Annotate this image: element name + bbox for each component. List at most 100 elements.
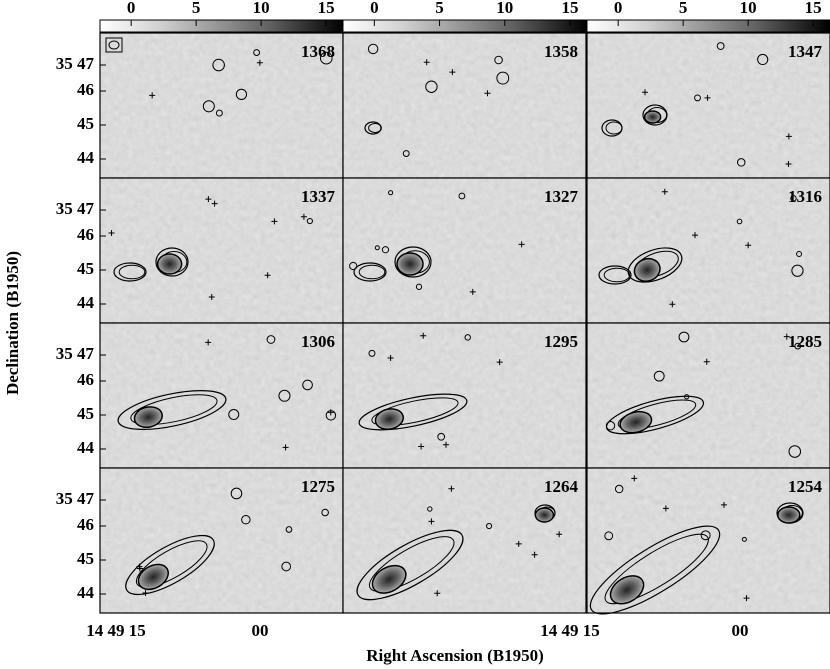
- contour: [494, 55, 503, 65]
- contour: [589, 525, 721, 615]
- emission: [609, 575, 645, 605]
- marker: [743, 595, 750, 602]
- contour: [791, 264, 804, 277]
- marker: [108, 229, 115, 236]
- contour: [604, 531, 614, 541]
- marker: [704, 94, 711, 101]
- contour: [353, 262, 387, 282]
- colorbar-tick-label: 0: [127, 0, 136, 17]
- contour: [356, 529, 464, 601]
- marker: [205, 339, 212, 346]
- contour: [604, 533, 709, 605]
- panel-noise: [100, 178, 343, 323]
- contour: [235, 88, 248, 100]
- panel: 1295: [342, 322, 587, 469]
- contour: [437, 432, 446, 441]
- colorbar-tick-label: 0: [614, 0, 623, 17]
- panel: 1347: [586, 32, 830, 179]
- channel-label: 1358: [544, 42, 578, 61]
- marker: [745, 242, 752, 249]
- contour: [368, 123, 382, 133]
- emission: [633, 257, 661, 282]
- emission: [371, 564, 407, 594]
- panel-frame: [586, 467, 830, 614]
- marker: [423, 59, 430, 66]
- panel-noise: [343, 323, 586, 468]
- marker: [518, 241, 525, 248]
- contour: [678, 331, 690, 343]
- contour: [605, 121, 623, 135]
- marker: [428, 518, 435, 525]
- beam: [108, 40, 120, 50]
- contour: [278, 389, 291, 402]
- panel-noise: [587, 323, 830, 468]
- panel: 1306: [99, 322, 344, 469]
- emission: [156, 253, 183, 275]
- contour: [368, 349, 376, 357]
- channel-label: 1295: [544, 332, 578, 351]
- contour: [605, 395, 705, 435]
- contour: [135, 540, 208, 588]
- contour: [155, 247, 189, 277]
- emission: [133, 406, 163, 429]
- contour: [228, 409, 240, 421]
- y-tick-label: 44: [77, 583, 95, 602]
- channel-label: 1264: [544, 477, 579, 496]
- contour: [125, 534, 215, 596]
- marker: [631, 475, 638, 482]
- colorbar-tick-label: 15: [562, 0, 579, 17]
- marker: [669, 301, 676, 308]
- contour: [319, 51, 333, 65]
- marker: [785, 133, 792, 140]
- marker: [703, 358, 710, 365]
- contour: [118, 264, 146, 280]
- y-tick-label: 45: [77, 114, 94, 133]
- contour: [790, 195, 797, 202]
- marker: [300, 213, 307, 220]
- contour: [700, 530, 711, 541]
- colorbar-tick-label: 15: [318, 0, 335, 17]
- panel-grid: 1368 1358 1347 1337 1327 1316 1306 1295 1285 1275…: [99, 32, 830, 615]
- contour: [388, 190, 394, 196]
- contour: [367, 43, 379, 55]
- y-tick-label: 44: [77, 293, 95, 312]
- panel: 1327: [342, 177, 587, 324]
- contour: [371, 397, 459, 426]
- marker: [484, 90, 491, 97]
- panel: 1285: [586, 322, 830, 469]
- channel-label: 1368: [301, 42, 335, 61]
- y-axis-title: Declination (B1950): [3, 251, 22, 395]
- contour: [130, 394, 218, 425]
- contour: [113, 262, 147, 282]
- contour: [458, 192, 466, 200]
- contour: [374, 245, 380, 251]
- panel-noise: [343, 178, 586, 323]
- colorbar-tick-label: 5: [679, 0, 688, 17]
- contour: [306, 217, 313, 225]
- y-tick-label: 35 47: [56, 344, 95, 363]
- marker: [149, 92, 156, 99]
- marker: [469, 288, 476, 295]
- marker: [641, 89, 648, 96]
- emission: [374, 408, 404, 431]
- contour: [788, 445, 802, 458]
- marker: [496, 359, 503, 366]
- marker: [205, 196, 212, 203]
- emission: [643, 110, 662, 124]
- colorbar-tick-label: 5: [192, 0, 201, 17]
- y-tick-label: 45: [77, 549, 94, 568]
- x-tick-label: 00: [732, 621, 749, 640]
- emission: [777, 506, 801, 524]
- marker: [515, 540, 522, 547]
- channel-label: 1316: [788, 187, 822, 206]
- marker: [211, 200, 218, 207]
- emission: [534, 507, 555, 523]
- contour: [415, 283, 423, 290]
- contour: [394, 246, 432, 278]
- contour: [425, 80, 438, 93]
- contour: [215, 109, 223, 117]
- channel-label: 1337: [301, 187, 336, 206]
- colorbar: [586, 19, 830, 33]
- marker: [208, 294, 215, 301]
